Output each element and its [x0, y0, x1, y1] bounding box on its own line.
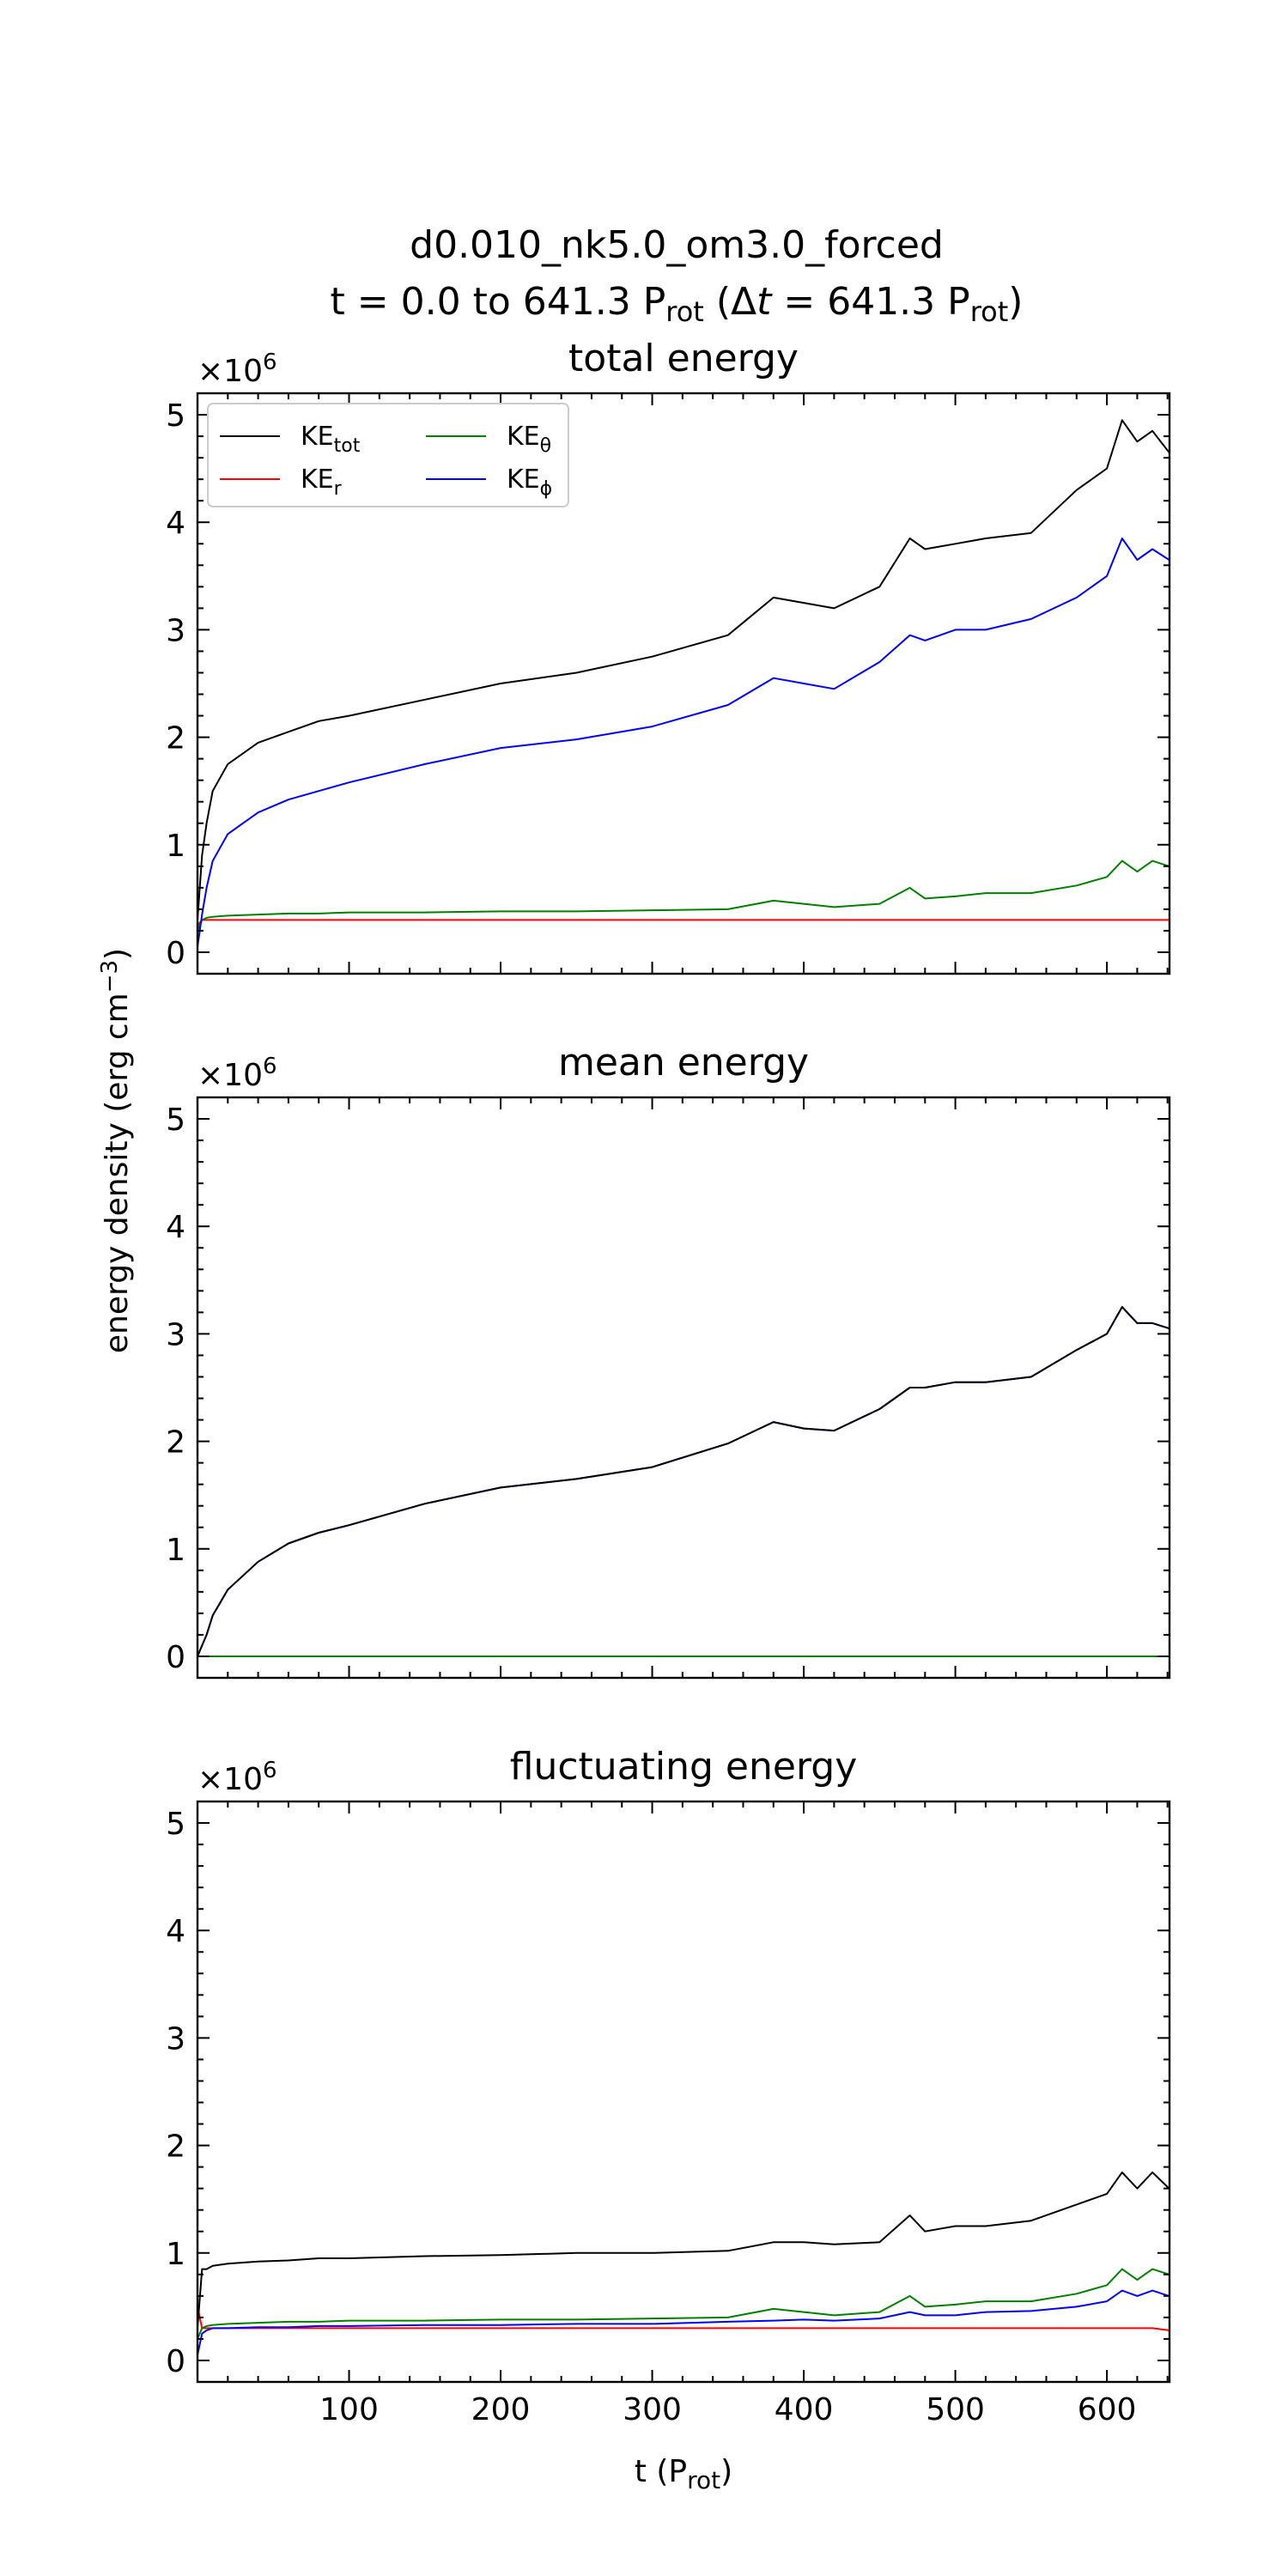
panel-fluctuating-energy: fluctuating energy ×106 100 200 300 400 500 600…: [166, 1745, 1171, 2427]
series-group-mean-energy: [197, 1306, 1170, 1657]
x-axis-label-sub: rot: [687, 2466, 720, 2494]
series-line-ke-theta-total-energy: [197, 860, 1170, 932]
y-tick-label: 3: [166, 2021, 185, 2057]
y-tick-label: 4: [166, 1914, 185, 1949]
y-tick-label: 1: [166, 1533, 185, 1568]
title-sub-rot-1: rot: [665, 295, 704, 328]
series-line-ke-phi-fluctuating-energy: [197, 2289, 1170, 2355]
x-tick-label: 400: [775, 2392, 834, 2427]
y-exponent-power: 6: [263, 1758, 277, 1783]
x-tick-label: 100: [319, 2392, 379, 2427]
y-tick-label: 2: [166, 721, 185, 756]
x-axis-label: t (Prot): [635, 2454, 732, 2494]
figure-title-line1: d0.010_nk5.0_om3.0_forced: [410, 223, 944, 267]
y-tick-label: 1: [166, 829, 185, 864]
legend-label-tot: KEtot: [301, 422, 361, 457]
panel-title-fluctuating-energy: fluctuating energy: [510, 1745, 858, 1789]
x-tick-label: 300: [623, 2392, 682, 2427]
series-line-ke-r-total-energy: [197, 919, 1170, 927]
y-tick-label: 3: [166, 613, 185, 648]
x-axis-label-close: ): [720, 2454, 732, 2489]
legend-box: [207, 403, 569, 507]
title-delta-t: t: [756, 280, 773, 324]
plot-frame-fluctuating-energy: [196, 1800, 1171, 2384]
x-tick-label: 200: [471, 2392, 531, 2427]
y-tick-label: 0: [166, 1640, 185, 1675]
series-line-ke-tot-mean-energy: [197, 1306, 1170, 1657]
y-axis-label-text: energy density (erg cm: [100, 993, 135, 1353]
series-line-ke-phi-total-energy: [197, 538, 1170, 947]
panel-mean-energy: mean energy ×106 0 1 2 3 4 5: [166, 1041, 1171, 1680]
legend-label-phi: KEϕ: [507, 465, 552, 500]
legend-label-r: KEr: [301, 465, 343, 500]
series-group-fluctuating-energy: [197, 2171, 1170, 2355]
panel-title-total-energy: total energy: [568, 337, 799, 380]
title-delta: (Δ: [704, 280, 756, 324]
title-sub-rot-2: rot: [970, 295, 1009, 328]
y-exponent-label-total-energy: ×106: [197, 349, 277, 389]
legend: KEtot KEθ KEr KEϕ: [207, 403, 569, 507]
figure-title-line2: t = 0.0 to 641.3 Prot (Δt = 641.3 Prot): [331, 280, 1024, 328]
y-axis-label-sup: −3: [97, 960, 123, 993]
y-exponent-label-fluctuating-energy: ×106: [197, 1758, 277, 1797]
series-group-total-energy: [197, 419, 1170, 947]
series-line-ke-tot-fluctuating-energy: [197, 2171, 1170, 2329]
y-tick-label: 0: [166, 936, 185, 971]
x-tick-label: 500: [926, 2392, 985, 2427]
y-tick-label: 4: [166, 1210, 185, 1245]
y-axis-label-close: ): [100, 948, 135, 960]
plot-frame-mean-energy: [196, 1096, 1171, 1680]
y-axis-label: energy density (erg cm−3): [97, 948, 135, 1353]
y-exponent-label-mean-energy: ×106: [197, 1054, 277, 1093]
title-close: ): [1008, 280, 1023, 324]
x-axis-label-text: t (P: [635, 2454, 687, 2489]
plot-frame-total-energy: [196, 392, 1171, 975]
y-tick-label: 5: [166, 1807, 185, 1842]
y-tick-label: 0: [166, 2344, 185, 2379]
series-line-ke-theta-fluctuating-energy: [197, 2268, 1170, 2340]
series-line-ke-tot-total-energy: [197, 419, 1170, 920]
title-time-range: t = 0.0 to 641.3 P: [331, 280, 666, 324]
y-tick-label: 5: [166, 1103, 185, 1138]
panel-title-mean-energy: mean energy: [558, 1041, 809, 1084]
y-exponent-power: 6: [263, 349, 277, 375]
y-tick-label: 5: [166, 398, 185, 434]
y-exponent-base: ×10: [197, 1762, 263, 1797]
y-tick-label: 1: [166, 2237, 185, 2272]
y-exponent-base: ×10: [197, 1058, 263, 1093]
y-tick-label: 3: [166, 1317, 185, 1352]
y-tick-label: 2: [166, 2129, 185, 2165]
panel-total-energy: total energy ×106 0 1 2 3 4 5 KEtot KEθ KEr KEϕ: [166, 337, 1171, 975]
legend-label-theta: KEθ: [507, 422, 551, 457]
y-tick-label: 2: [166, 1425, 185, 1461]
x-tick-label: 600: [1078, 2392, 1137, 2427]
y-tick-label: 4: [166, 506, 185, 541]
y-exponent-base: ×10: [197, 354, 263, 389]
y-exponent-power: 6: [263, 1054, 277, 1079]
title-duration: = 641.3 P: [771, 280, 969, 324]
